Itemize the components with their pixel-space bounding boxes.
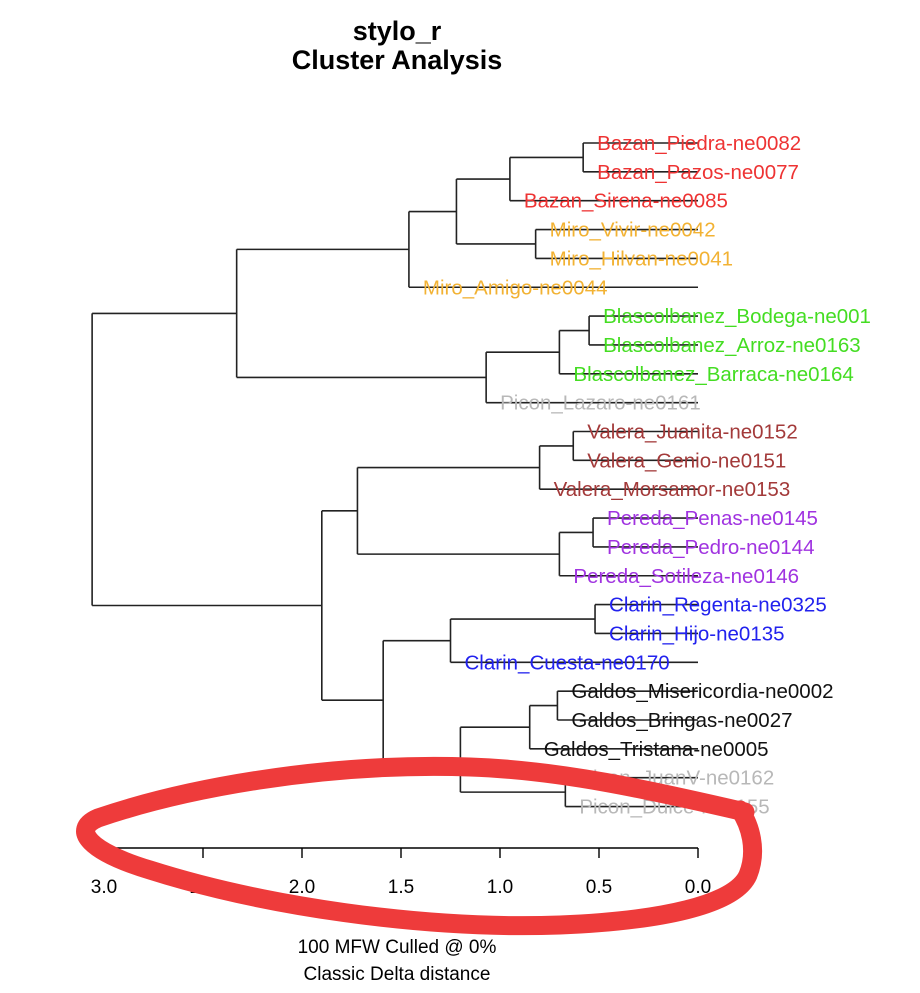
leaf-label: Clarin_Hijo-ne0135	[609, 622, 785, 645]
caption-distance: Classic Delta distance	[304, 964, 491, 985]
x-tick-label: 0.0	[685, 877, 711, 898]
leaf-label: Pereda_Sotileza-ne0146	[573, 565, 799, 588]
leaf-label: Clarin_Cuesta-ne0170	[465, 651, 670, 674]
leaf-label: Blascolbanez_Arroz-ne0163	[603, 334, 861, 357]
hand-drawn-red-ellipse-annotation	[76, 756, 763, 936]
caption-mfw: 100 MFW Culled @ 0%	[298, 937, 497, 958]
chart-title: stylo_r	[353, 16, 442, 46]
leaf-label: Clarin_Regenta-ne0325	[609, 594, 827, 617]
leaf-label: Galdos_Tristana-ne0005	[544, 738, 769, 761]
leaf-label: Bazan_Sirena-ne0085	[524, 190, 728, 213]
leaf-label: Miro_Hilvan-ne0041	[550, 247, 733, 270]
leaf-label: Miro_Amigo-ne0044	[423, 276, 608, 299]
leaf-label: Bazan_Piedra-ne0082	[597, 132, 801, 155]
leaf-label: Miro_Vivir-ne0042	[550, 219, 716, 242]
x-tick-label: 1.5	[388, 877, 414, 898]
x-tick-label: 0.5	[586, 877, 612, 898]
leaf-labels: Bazan_Piedra-ne0082 Bazan_Pazos-ne0077 Baz…	[423, 132, 871, 819]
leaf-label: Pereda_Pedro-ne0144	[607, 536, 814, 559]
leaf-label: Galdos_Bringas-ne0027	[571, 709, 792, 732]
dendrogram-branches	[91, 142, 698, 808]
x-tick-label: 3.0	[91, 877, 117, 898]
leaf-label: Valera_Juanita-ne0152	[587, 421, 797, 444]
x-axis: 3.0 2.5 2.0 1.5 1.0 0.5 0.0	[91, 847, 711, 898]
leaf-label: Blascolbanez_Barraca-ne0164	[573, 363, 853, 386]
leaf-label: Galdos_Misericordia-ne0002	[571, 680, 833, 703]
leaf-label: Valera_Morsamor-ne0153	[554, 478, 791, 501]
leaf-label: Pereda_Penas-ne0145	[607, 507, 818, 530]
x-tick-label: 2.0	[289, 877, 315, 898]
leaf-label: Blascolbanez_Bodega-ne001	[603, 305, 871, 328]
x-tick-label: 1.0	[487, 877, 513, 898]
leaf-label: Valera_Genio-ne0151	[587, 449, 786, 472]
chart-subtitle: Cluster Analysis	[292, 45, 503, 75]
leaf-label: Picon_Lazaro-ne0161	[500, 392, 701, 415]
leaf-label: Bazan_Pazos-ne0077	[597, 161, 799, 184]
